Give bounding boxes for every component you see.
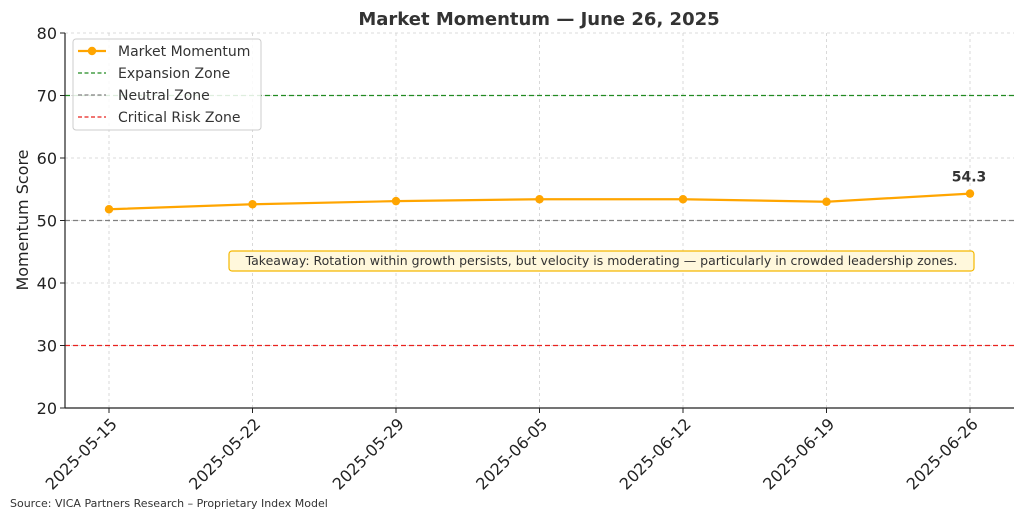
legend-box <box>72 38 262 131</box>
data-point <box>104 205 114 214</box>
legend-marker-market-momentum <box>87 46 97 56</box>
x-tick-label: 2025-06-19 <box>759 414 838 493</box>
legend-label-market-momentum: Market Momentum <box>118 44 250 60</box>
annotation-text: Takeaway: Rotation within growth persist… <box>245 253 958 268</box>
x-tick-label: 2025-06-12 <box>616 414 695 493</box>
last-value-label: 54.3 <box>952 170 987 186</box>
data-point <box>248 200 257 209</box>
x-tick-label: 2025-05-15 <box>42 414 121 493</box>
legend-label-neutral-zone: Neutral Zone <box>118 88 210 104</box>
legend-label-critical-risk-zone: Critical Risk Zone <box>118 110 241 126</box>
y-tick-label: 80 <box>37 24 57 43</box>
y-axis-ticks: 20 30 40 50 60 70 80 <box>37 24 65 418</box>
x-tick-label: 2025-05-29 <box>329 414 408 493</box>
data-point <box>965 189 975 198</box>
x-tick-label: 2025-06-05 <box>472 414 551 493</box>
legend-label-expansion-zone: Expansion Zone <box>118 66 230 82</box>
y-tick-label: 20 <box>37 399 57 418</box>
data-point <box>391 196 401 206</box>
legend: Market Momentum Expansion Zone Neutral Zon… <box>72 38 262 131</box>
y-tick-label: 50 <box>37 212 57 231</box>
x-tick-label: 2025-06-26 <box>903 414 982 493</box>
data-point <box>822 197 831 206</box>
annotation-box: Takeaway: Rotation within growth persist… <box>228 250 975 272</box>
data-point <box>678 195 688 204</box>
annotation-background <box>228 250 975 272</box>
reference-lines <box>65 94 1014 347</box>
x-tick-label: 2025-05-22 <box>185 414 264 493</box>
y-axis-label: Momentum Score <box>13 149 32 290</box>
x-axis-ticks: 2025-05-15 2025-05-22 2025-05-29 2025-06-05… <box>42 408 982 494</box>
series-market-momentum <box>104 189 975 214</box>
y-tick-label: 60 <box>37 149 57 168</box>
data-point <box>535 195 544 204</box>
y-tick-label: 70 <box>37 87 57 106</box>
y-tick-label: 40 <box>37 274 57 293</box>
y-tick-label: 30 <box>37 337 57 356</box>
source-note: Source: VICA Partners Research – Proprie… <box>10 497 328 510</box>
chart-title: Market Momentum — June 26, 2025 <box>358 9 719 30</box>
